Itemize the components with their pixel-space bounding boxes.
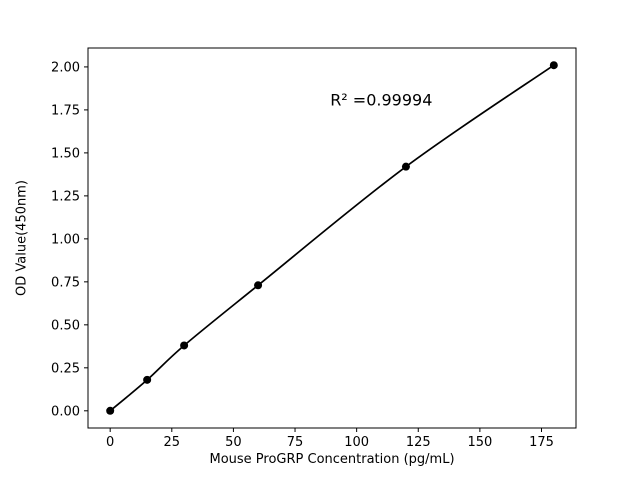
data-point-marker xyxy=(549,61,558,70)
x-tick-label: 50 xyxy=(225,435,242,450)
y-tick-label: 0.50 xyxy=(51,318,80,333)
y-tick-label: 1.00 xyxy=(51,232,80,247)
axes-box xyxy=(87,47,577,429)
y-tick-label: 1.75 xyxy=(51,103,80,118)
x-tick-label: 125 xyxy=(406,435,431,450)
r-squared-annotation: R² =0.99994 xyxy=(330,90,433,110)
x-tick-label: 0 xyxy=(106,435,114,450)
x-tick-label: 100 xyxy=(344,435,369,450)
x-tick-label: 75 xyxy=(287,435,304,450)
data-point-marker xyxy=(106,406,115,415)
data-point-marker xyxy=(180,341,189,350)
data-point-marker xyxy=(401,162,410,171)
y-tick-label: 0.00 xyxy=(51,404,80,419)
data-point-marker xyxy=(143,375,152,384)
y-tick-label: 0.25 xyxy=(51,361,80,376)
x-tick-label: 25 xyxy=(164,435,181,450)
x-tick-label: 175 xyxy=(529,435,554,450)
data-point-marker xyxy=(254,281,263,290)
x-axis-label: Mouse ProGRP Concentration (pg/mL) xyxy=(209,452,455,467)
standard-curve-line xyxy=(109,64,555,412)
y-axis-label: OD Value(450nm) xyxy=(14,180,30,296)
y-tick-label: 0.75 xyxy=(51,275,80,290)
y-tick-label: 2.00 xyxy=(51,60,80,75)
x-tick-label: 150 xyxy=(467,435,492,450)
y-tick-label: 1.50 xyxy=(51,146,80,161)
y-tick-label: 1.25 xyxy=(51,189,80,204)
